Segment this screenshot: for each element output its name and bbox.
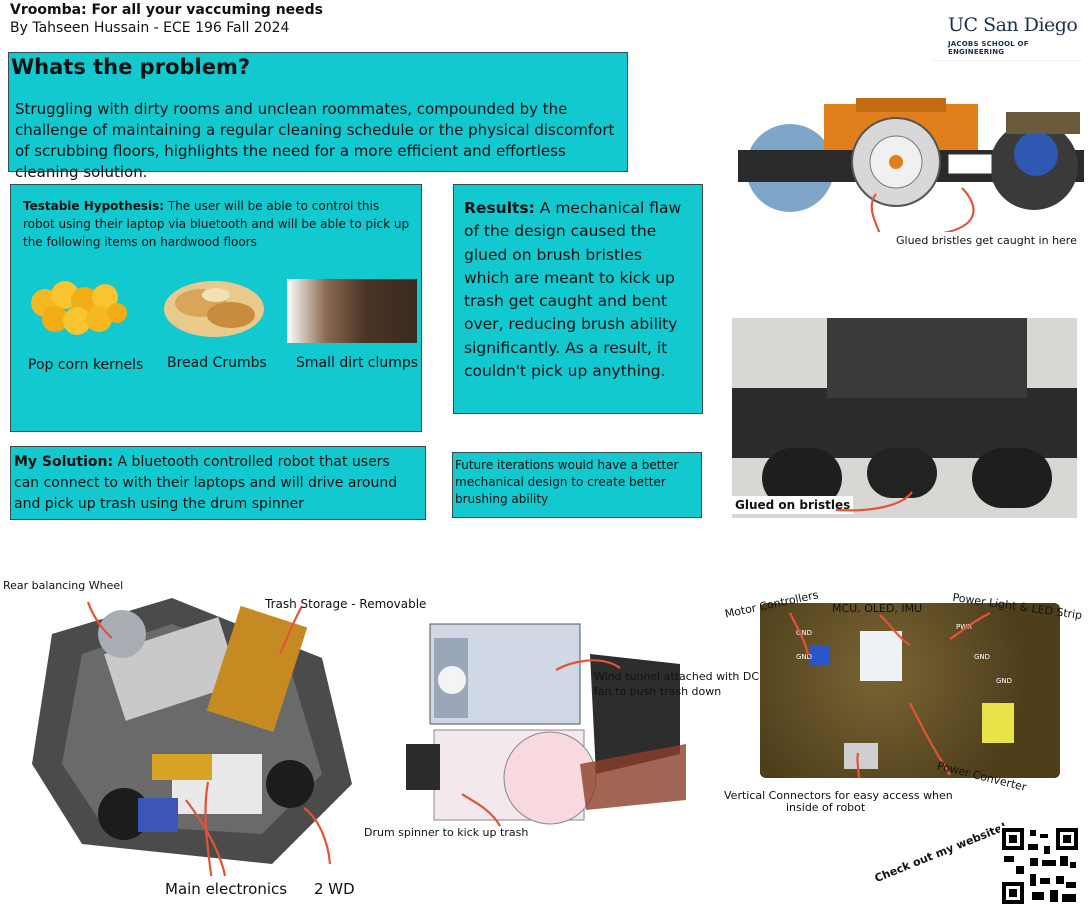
results-text: Results: A mechanical flaw of the design… [464, 199, 682, 381]
hypothesis-text: Testable Hypothesis: The user will be ab… [23, 199, 410, 249]
callout-trash-storage: Trash Storage - Removable [265, 597, 427, 611]
dirt-image [287, 279, 417, 343]
robot-iso-cad-image [32, 598, 352, 876]
callout-vertical-1: Vertical Connectors for easy access when [724, 789, 953, 802]
qr-code-icon[interactable] [1000, 826, 1080, 906]
robot-side-view-image [738, 98, 1084, 232]
callout-wind-tunnel-2: fan to push trash down [594, 685, 722, 698]
solution-text: My Solution: A bluetooth controlled robo… [14, 454, 398, 512]
future-panel: Future iterations would have a better me… [452, 452, 702, 518]
breadcrumb-image [164, 281, 264, 337]
results-panel: Results: A mechanical flaw of the design… [453, 184, 703, 414]
ucsd-logo: UC San Diego JACOBS SCHOOL OF ENGINEERIN… [932, 6, 1082, 61]
poster-title: Vroomba: For all your vaccuming needs [10, 2, 324, 18]
hypothesis-panel: Testable Hypothesis: The user will be ab… [10, 184, 422, 432]
logo-school: JACOBS SCHOOL OF ENGINEERING [948, 40, 1029, 56]
pcb-silk-gnd1: GND [796, 629, 813, 637]
pcb-silk-gnd4: GND [996, 677, 1013, 685]
drum-cad-image [406, 623, 686, 827]
callout-website: Check out my website! [872, 819, 1009, 886]
solution-panel: My Solution: A bluetooth controlled robo… [10, 446, 426, 520]
item-label-popcorn: Pop corn kernels [28, 357, 144, 373]
popcorn-image [31, 281, 127, 335]
problem-title: Whats the problem? [11, 55, 251, 79]
problem-text: Struggling with dirty rooms and unclean … [15, 100, 615, 181]
callout-vertical-2: inside of robot [786, 801, 866, 814]
callout-rear-wheel: Rear balancing Wheel [3, 579, 124, 592]
pcb-silk-gnd2: GND [796, 653, 813, 661]
callout-bristles-caught: Glued bristles get caught in here [896, 234, 1077, 247]
callout-main-electronics: Main electronics [165, 880, 288, 898]
logo-university: UC San Diego [948, 14, 1078, 36]
callout-mcu: MCU, OLED, IMU [832, 602, 923, 615]
pcb-silk-pwr: PWR [956, 623, 973, 631]
future-text: Future iterations would have a better me… [455, 458, 679, 506]
item-label-dirt: Small dirt clumps [296, 355, 419, 371]
item-label-breadcrumbs: Bread Crumbs [167, 355, 267, 371]
callout-drum-spinner: Drum spinner to kick up trash [364, 826, 529, 839]
pcb-photo: GND GND PWR GND GND [760, 603, 1060, 778]
poster-byline: By Tahseen Hussain - ECE 196 Fall 2024 [10, 20, 290, 36]
pcb-silk-gnd3: GND [974, 653, 991, 661]
problem-panel: Whats the problem? Struggling with dirty… [8, 52, 628, 181]
callout-wind-tunnel-1: Wind tunnel attached with DC [594, 670, 760, 683]
bristles-photo: Glued on bristles [732, 318, 1077, 518]
callout-glued-bristles: Glued on bristles [732, 496, 854, 514]
callout-2wd: 2 WD [314, 880, 355, 898]
